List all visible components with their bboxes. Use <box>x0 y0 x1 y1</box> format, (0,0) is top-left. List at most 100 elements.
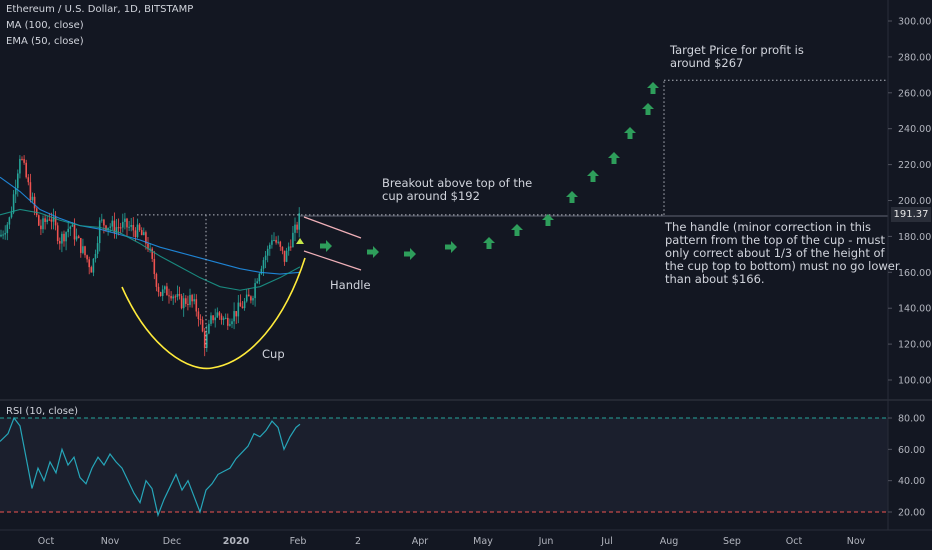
chart-title-legend[interactable]: Ethereum / U.S. Dollar, 1D, BITSTAMP <box>6 4 194 15</box>
price-tick-label: 200.00 <box>898 196 931 207</box>
candle-body <box>193 299 195 302</box>
pattern-overlay <box>121 79 888 370</box>
candle-body <box>59 241 61 244</box>
candle-body <box>170 295 172 299</box>
rsi-tick-label: 80.00 <box>898 414 925 425</box>
candle-body <box>262 260 265 269</box>
candle-body <box>17 173 19 189</box>
candle-body <box>80 238 82 253</box>
candle-body <box>48 219 51 221</box>
candle-body <box>138 224 141 231</box>
rsi-band <box>0 418 888 512</box>
rsi-line <box>0 416 301 518</box>
candle-body <box>136 224 139 238</box>
candle-body <box>54 216 57 226</box>
candle-body <box>33 196 36 209</box>
candle-body <box>264 255 267 261</box>
candle-body <box>71 224 74 227</box>
handle-note: The handle (minor correction in this pat… <box>665 220 900 286</box>
candle-body <box>122 221 124 228</box>
candle-body <box>77 236 80 239</box>
candle-body <box>109 226 111 228</box>
candle-body <box>44 218 46 222</box>
cup-curve <box>121 257 306 370</box>
candle-body <box>134 230 137 238</box>
price-tick-label: 280.00 <box>898 52 931 63</box>
candle-body <box>23 159 25 163</box>
time-tick-label: Oct <box>38 536 55 547</box>
candle-body <box>298 213 300 230</box>
candle-body <box>176 293 179 298</box>
time-tick-label: Feb <box>290 536 307 547</box>
candle-body <box>42 218 44 230</box>
candle-body <box>143 232 145 236</box>
candle-body <box>128 226 130 228</box>
candle-body <box>241 306 244 309</box>
price-tick-label: 180.00 <box>898 232 931 243</box>
candle-body <box>197 311 200 320</box>
candle-body <box>277 241 279 243</box>
candle-body <box>239 302 242 307</box>
candle-body <box>208 323 210 334</box>
candle-body <box>266 248 269 256</box>
ema-50-line <box>0 208 301 291</box>
candle-body <box>180 295 183 309</box>
candle-body <box>65 232 67 242</box>
projection-arrow <box>587 170 599 182</box>
candle-body <box>199 319 202 321</box>
candle-body <box>243 301 246 309</box>
candle-body <box>166 286 168 296</box>
candle-body <box>281 246 284 251</box>
candle-body <box>227 317 229 326</box>
candle-body <box>4 233 6 235</box>
projection-arrow <box>542 214 554 226</box>
handle-lower-line <box>303 250 362 271</box>
time-tick-label: Oct <box>786 536 803 547</box>
candle-body <box>212 315 214 321</box>
candle-body <box>290 246 292 248</box>
target-price-note: Target Price for profit is around $267 <box>670 43 804 70</box>
candle-body <box>38 215 40 226</box>
candle-body <box>56 225 59 242</box>
candle-body <box>103 219 105 226</box>
projection-arrow <box>483 237 495 249</box>
candle-body <box>203 331 206 348</box>
candle-body <box>19 158 21 174</box>
ma-legend[interactable]: MA (100, close) <box>6 20 84 31</box>
price-tick-label: 100.00 <box>898 376 931 387</box>
candle-body <box>245 294 248 302</box>
candle-body <box>31 196 34 201</box>
candle-body <box>90 267 93 273</box>
candle-body <box>46 219 48 222</box>
candle-body <box>140 230 143 236</box>
last-price-tag: 191.37 <box>891 207 931 222</box>
candle-body <box>168 295 170 297</box>
breakout-note: Breakout above top of the cup around $19… <box>382 176 533 203</box>
projection-arrow <box>647 82 659 94</box>
candle-body <box>220 315 223 320</box>
projection-arrow <box>367 246 379 258</box>
time-tick-label: Nov <box>101 536 120 547</box>
price-tick-label: 120.00 <box>898 340 931 351</box>
rsi-legend[interactable]: RSI (10, close) <box>6 406 79 417</box>
candle-body <box>124 218 126 222</box>
candle-body <box>98 220 101 244</box>
candle-body <box>195 299 198 312</box>
candle-body <box>61 233 63 244</box>
candle-body <box>172 296 174 299</box>
candle-body <box>216 312 219 318</box>
candle-body <box>50 219 53 222</box>
candle-body <box>271 240 273 245</box>
candle-body <box>201 319 204 332</box>
candle-body <box>126 218 128 228</box>
candle-body <box>132 224 135 231</box>
time-tick-label: Aug <box>660 536 679 547</box>
candle-body <box>107 227 109 231</box>
rsi-tick-label: 40.00 <box>898 476 925 487</box>
candle-body <box>145 232 147 244</box>
candle-body <box>10 212 13 218</box>
ema-legend[interactable]: EMA (50, close) <box>6 36 84 47</box>
candle-body <box>210 315 212 324</box>
candle-body <box>252 298 254 301</box>
